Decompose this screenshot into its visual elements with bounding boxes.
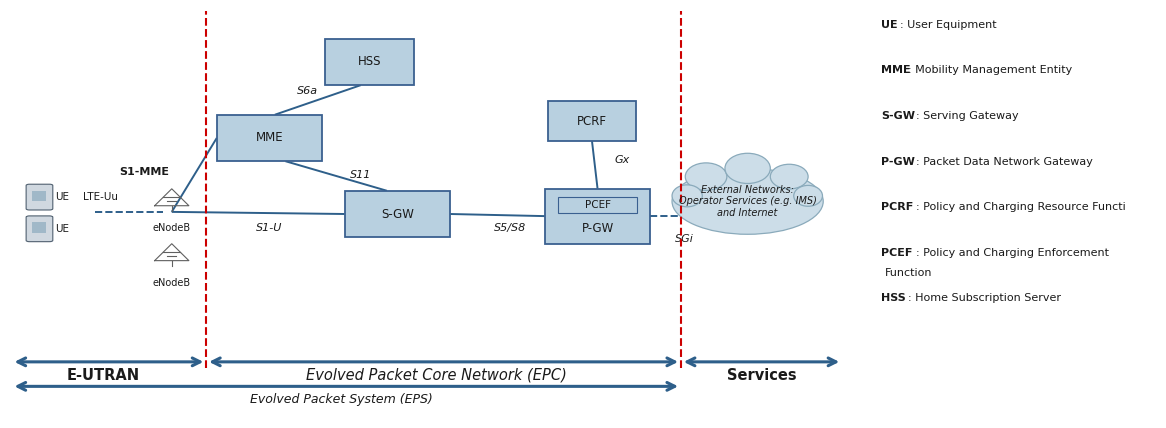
Text: HSS: HSS xyxy=(881,294,906,303)
Ellipse shape xyxy=(725,153,771,184)
Text: : Policy and Charging Resource Functi: : Policy and Charging Resource Functi xyxy=(916,202,1126,212)
Text: : Serving Gateway: : Serving Gateway xyxy=(916,111,1019,121)
Text: SGi: SGi xyxy=(675,235,694,244)
FancyBboxPatch shape xyxy=(33,223,47,233)
Text: P-GW: P-GW xyxy=(582,222,613,235)
Text: S1-U: S1-U xyxy=(257,223,282,232)
Ellipse shape xyxy=(672,185,702,207)
Text: : Policy and Charging Enforcement: : Policy and Charging Enforcement xyxy=(916,248,1109,258)
Text: eNodeB: eNodeB xyxy=(153,278,191,288)
FancyBboxPatch shape xyxy=(559,197,637,214)
Text: : Home Subscription Server: : Home Subscription Server xyxy=(908,294,1061,303)
Text: Function: Function xyxy=(884,268,932,278)
Text: MME: MME xyxy=(255,131,283,145)
FancyBboxPatch shape xyxy=(545,189,651,244)
Text: Gx: Gx xyxy=(614,155,630,165)
Text: UE: UE xyxy=(881,20,898,30)
Text: E-UTRAN: E-UTRAN xyxy=(66,368,140,383)
FancyBboxPatch shape xyxy=(345,191,450,237)
FancyBboxPatch shape xyxy=(548,101,637,141)
Text: PCEF: PCEF xyxy=(881,248,913,258)
FancyBboxPatch shape xyxy=(33,191,47,201)
Text: Evolved Packet System (EPS): Evolved Packet System (EPS) xyxy=(251,392,434,406)
Text: External Networks:
Operator Services (e.g. IMS)
and Internet: External Networks: Operator Services (e.… xyxy=(679,185,816,218)
Text: Services: Services xyxy=(728,368,796,383)
Text: S-GW: S-GW xyxy=(881,111,915,121)
Text: P-GW: P-GW xyxy=(881,157,915,166)
Text: S11: S11 xyxy=(350,170,371,180)
FancyBboxPatch shape xyxy=(217,115,322,161)
Text: LTE-Uu: LTE-Uu xyxy=(83,192,118,202)
Ellipse shape xyxy=(686,163,726,190)
Text: HSS: HSS xyxy=(358,55,381,68)
Ellipse shape xyxy=(771,164,808,189)
Text: : Mobility Management Entity: : Mobility Management Entity xyxy=(908,65,1073,75)
Text: PCEF: PCEF xyxy=(584,200,611,210)
Text: MME: MME xyxy=(881,65,911,75)
Text: UE: UE xyxy=(55,192,69,202)
Text: S6a: S6a xyxy=(297,86,318,96)
Ellipse shape xyxy=(672,168,823,234)
FancyBboxPatch shape xyxy=(26,184,52,210)
Text: Evolved Packet Core Network (EPC): Evolved Packet Core Network (EPC) xyxy=(305,368,567,383)
FancyBboxPatch shape xyxy=(26,216,52,242)
Text: : Packet Data Network Gateway: : Packet Data Network Gateway xyxy=(916,157,1094,166)
Text: S5/S8: S5/S8 xyxy=(493,223,526,232)
Ellipse shape xyxy=(794,185,822,206)
Text: eNodeB: eNodeB xyxy=(153,223,191,233)
Text: : User Equipment: : User Equipment xyxy=(900,20,997,30)
FancyBboxPatch shape xyxy=(325,39,414,85)
Text: PCRF: PCRF xyxy=(577,115,607,128)
Text: S-GW: S-GW xyxy=(381,208,414,220)
Text: PCRF: PCRF xyxy=(881,202,913,212)
Text: UE: UE xyxy=(55,224,69,234)
Text: S1-MME: S1-MME xyxy=(119,167,169,177)
